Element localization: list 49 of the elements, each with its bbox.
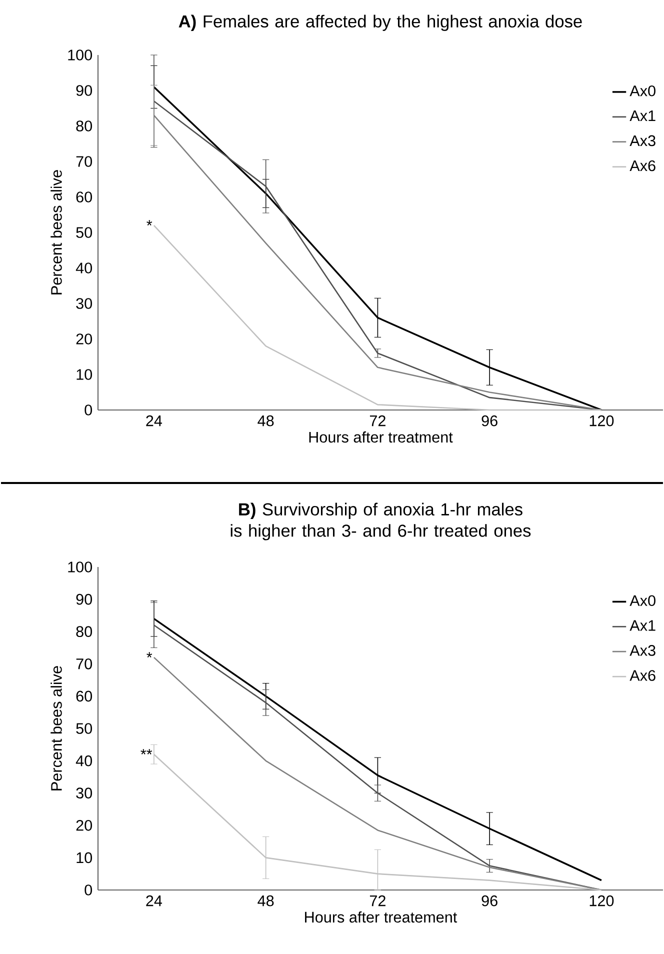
x-tick-label: 96 [482,415,498,426]
x-tick-label: 72 [370,415,386,426]
annotation: ** [140,749,152,754]
y-tick-label: 100 [68,562,92,572]
y-tick-label: 40 [76,755,92,766]
chart-title: A) Females are affected by the highest anoxia dose [178,14,582,31]
y-tick-label: 10 [76,369,92,380]
x-tick-label: 48 [258,415,274,426]
y-tick-label: 100 [68,50,92,60]
y-tick-label: 90 [76,594,92,605]
y-tick-label: 10 [76,852,92,864]
legend-label: Ax3 [630,645,656,656]
legend-label: Ax1 [630,110,656,122]
y-tick-label: 70 [76,156,92,167]
annotation: * [146,652,152,658]
x-tick-label: 72 [370,895,386,906]
legend-label: Ax0 [630,595,656,606]
x-tick-label: 120 [590,895,614,906]
y-axis-title: Percent bees alive [50,170,62,294]
x-tick-label: 96 [482,895,498,906]
chart-title: B) Survivorship of anoxia 1-hr males is higher than 3- and 6-hr treated ones [230,502,531,540]
x-axis-title: Hours after treatment [309,431,453,443]
y-tick-label: 0 [84,884,92,896]
y-tick-label: 20 [76,820,92,831]
y-axis-title: Percent bees alive [50,666,62,790]
y-tick-label: 30 [76,298,92,309]
y-tick-label: 30 [76,788,92,799]
y-tick-label: 50 [76,227,92,238]
x-tick-label: 24 [146,415,162,426]
y-tick-label: 80 [76,120,92,132]
x-tick-label: 48 [258,895,274,906]
y-tick-label: 80 [76,626,92,638]
x-tick-label: 120 [590,415,614,426]
y-tick-label: 20 [76,334,92,344]
y-tick-label: 40 [76,262,92,274]
x-axis-title: Hours after treatement [305,911,458,923]
annotation: * [146,220,152,226]
y-tick-label: 0 [84,404,92,416]
legend-label: Ax6 [630,160,656,172]
y-tick-label: 70 [76,658,92,670]
legend-label: Ax3 [630,135,656,146]
legend-label: Ax0 [630,85,656,96]
y-tick-label: 50 [76,723,92,734]
y-tick-label: 60 [76,690,92,702]
y-tick-label: 90 [76,85,92,96]
legend-label: Ax1 [630,620,656,631]
y-tick-label: 60 [76,192,92,202]
legend-label: Ax6 [630,670,656,681]
x-tick-label: 24 [146,895,162,906]
